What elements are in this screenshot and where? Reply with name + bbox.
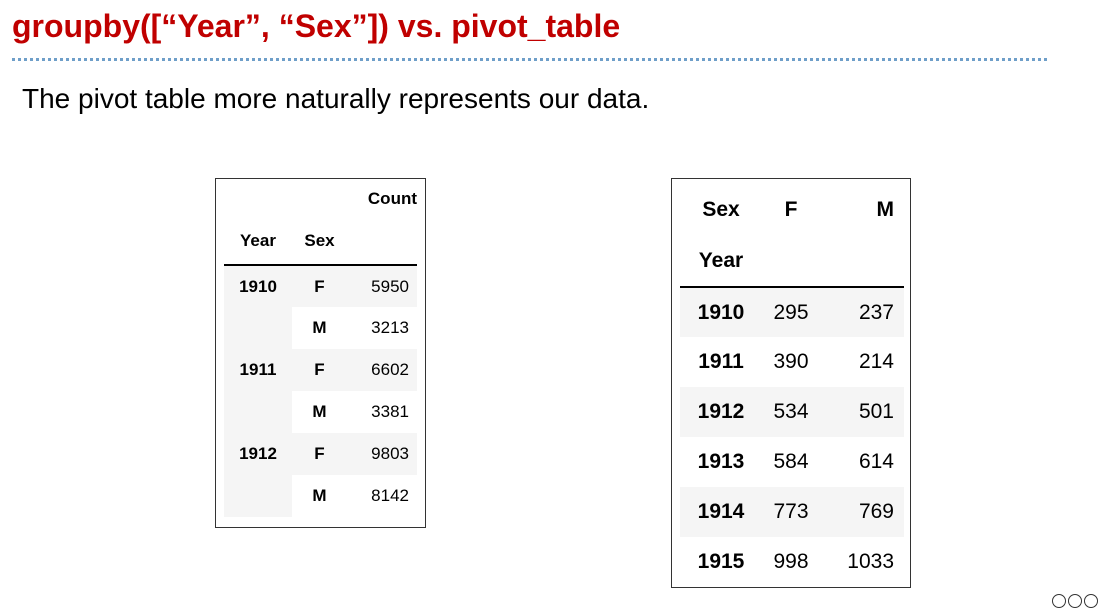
pivot-m-cell: 237 — [858, 300, 894, 324]
table-row: 1914 773 769 — [680, 487, 904, 537]
table-row: 1911 F 6602 — [224, 349, 417, 391]
pivot-columns-name: Sex — [702, 198, 740, 221]
groupby-column-header: Count — [367, 189, 417, 208]
table-row: 1915 998 1033 — [680, 537, 904, 587]
groupby-year-cell: 1911 — [239, 360, 277, 379]
groupby-sex-cell: F — [314, 276, 325, 296]
slide-subtitle: The pivot table more naturally represent… — [22, 83, 650, 114]
groupby-year-cell: 1910 — [239, 276, 277, 296]
groupby-count-cell: 9803 — [371, 444, 409, 463]
groupby-count-cell: 3213 — [371, 318, 409, 337]
table-row: 1910 F 5950 — [224, 265, 417, 307]
slide-title: groupby([“Year”, “Sex”]) vs. pivot_table — [12, 8, 621, 44]
pivot-m-cell: 614 — [858, 450, 894, 473]
groupby-table-frame: Count Year Sex 1910 F 5950 M 3213 1911 F… — [215, 178, 426, 528]
groupby-count-cell: 3381 — [371, 402, 409, 421]
pivot-year-cell: 1910 — [697, 300, 745, 324]
groupby-table: Count Year Sex 1910 F 5950 M 3213 1911 F… — [224, 185, 417, 517]
pivot-f-cell: 584 — [773, 450, 809, 473]
groupby-sex-cell: M — [312, 402, 327, 421]
table-row: 1913 584 614 — [680, 437, 904, 487]
pivot-f-cell: 295 — [773, 300, 809, 324]
pivot-f-cell: 998 — [773, 550, 809, 573]
groupby-sex-cell: M — [312, 318, 327, 337]
table-row: 1912 F 9803 — [224, 433, 417, 475]
pivot-index-name: Year — [680, 235, 762, 288]
pivot-column-header-m: M — [876, 198, 895, 221]
table-row: 1912 534 501 — [680, 387, 904, 437]
groupby-sex-cell: F — [314, 444, 325, 463]
groupby-index-header-sex: Sex — [292, 217, 347, 266]
pivot-f-cell: 773 — [773, 500, 809, 523]
pivot-m-cell: 501 — [858, 400, 894, 423]
groupby-year-cell: 1912 — [239, 444, 277, 463]
table-row: M 8142 — [224, 475, 417, 517]
groupby-count-cell: 5950 — [371, 276, 409, 296]
pivot-m-cell: 214 — [858, 350, 894, 373]
pivot-year-cell: 1914 — [697, 500, 745, 523]
pivot-year-cell: 1913 — [697, 450, 745, 473]
groupby-year-cell — [224, 391, 292, 433]
table-row: 1911 390 214 — [680, 337, 904, 387]
pivot-column-header-f: F — [784, 198, 798, 221]
pivot-year-cell: 1915 — [697, 550, 745, 573]
pivot-year-cell: 1911 — [698, 350, 744, 373]
groupby-year-cell — [224, 475, 292, 517]
pivot-f-cell: 534 — [773, 400, 809, 423]
pivot-table: Sex F M Year 1910 295 237 1911 390 214 1… — [680, 185, 904, 587]
table-row: M 3213 — [224, 307, 417, 349]
groupby-year-cell — [224, 307, 292, 349]
title-divider — [12, 58, 1047, 61]
groupby-index-header-year: Year — [224, 217, 292, 266]
pivot-f-cell: 390 — [773, 350, 809, 373]
groupby-sex-cell: F — [314, 360, 325, 379]
pivot-m-cell: 1033 — [847, 550, 894, 573]
table-row: M 3381 — [224, 391, 417, 433]
pivot-table-frame: Sex F M Year 1910 295 237 1911 390 214 1… — [671, 178, 911, 588]
pivot-m-cell: 769 — [858, 500, 894, 523]
groupby-count-cell: 8142 — [371, 486, 409, 505]
table-row: 1910 295 237 — [680, 287, 904, 337]
groupby-count-cell: 6602 — [371, 360, 409, 379]
groupby-sex-cell: M — [312, 486, 327, 505]
pivot-year-cell: 1912 — [697, 400, 745, 423]
creative-commons-icon — [1052, 594, 1100, 608]
